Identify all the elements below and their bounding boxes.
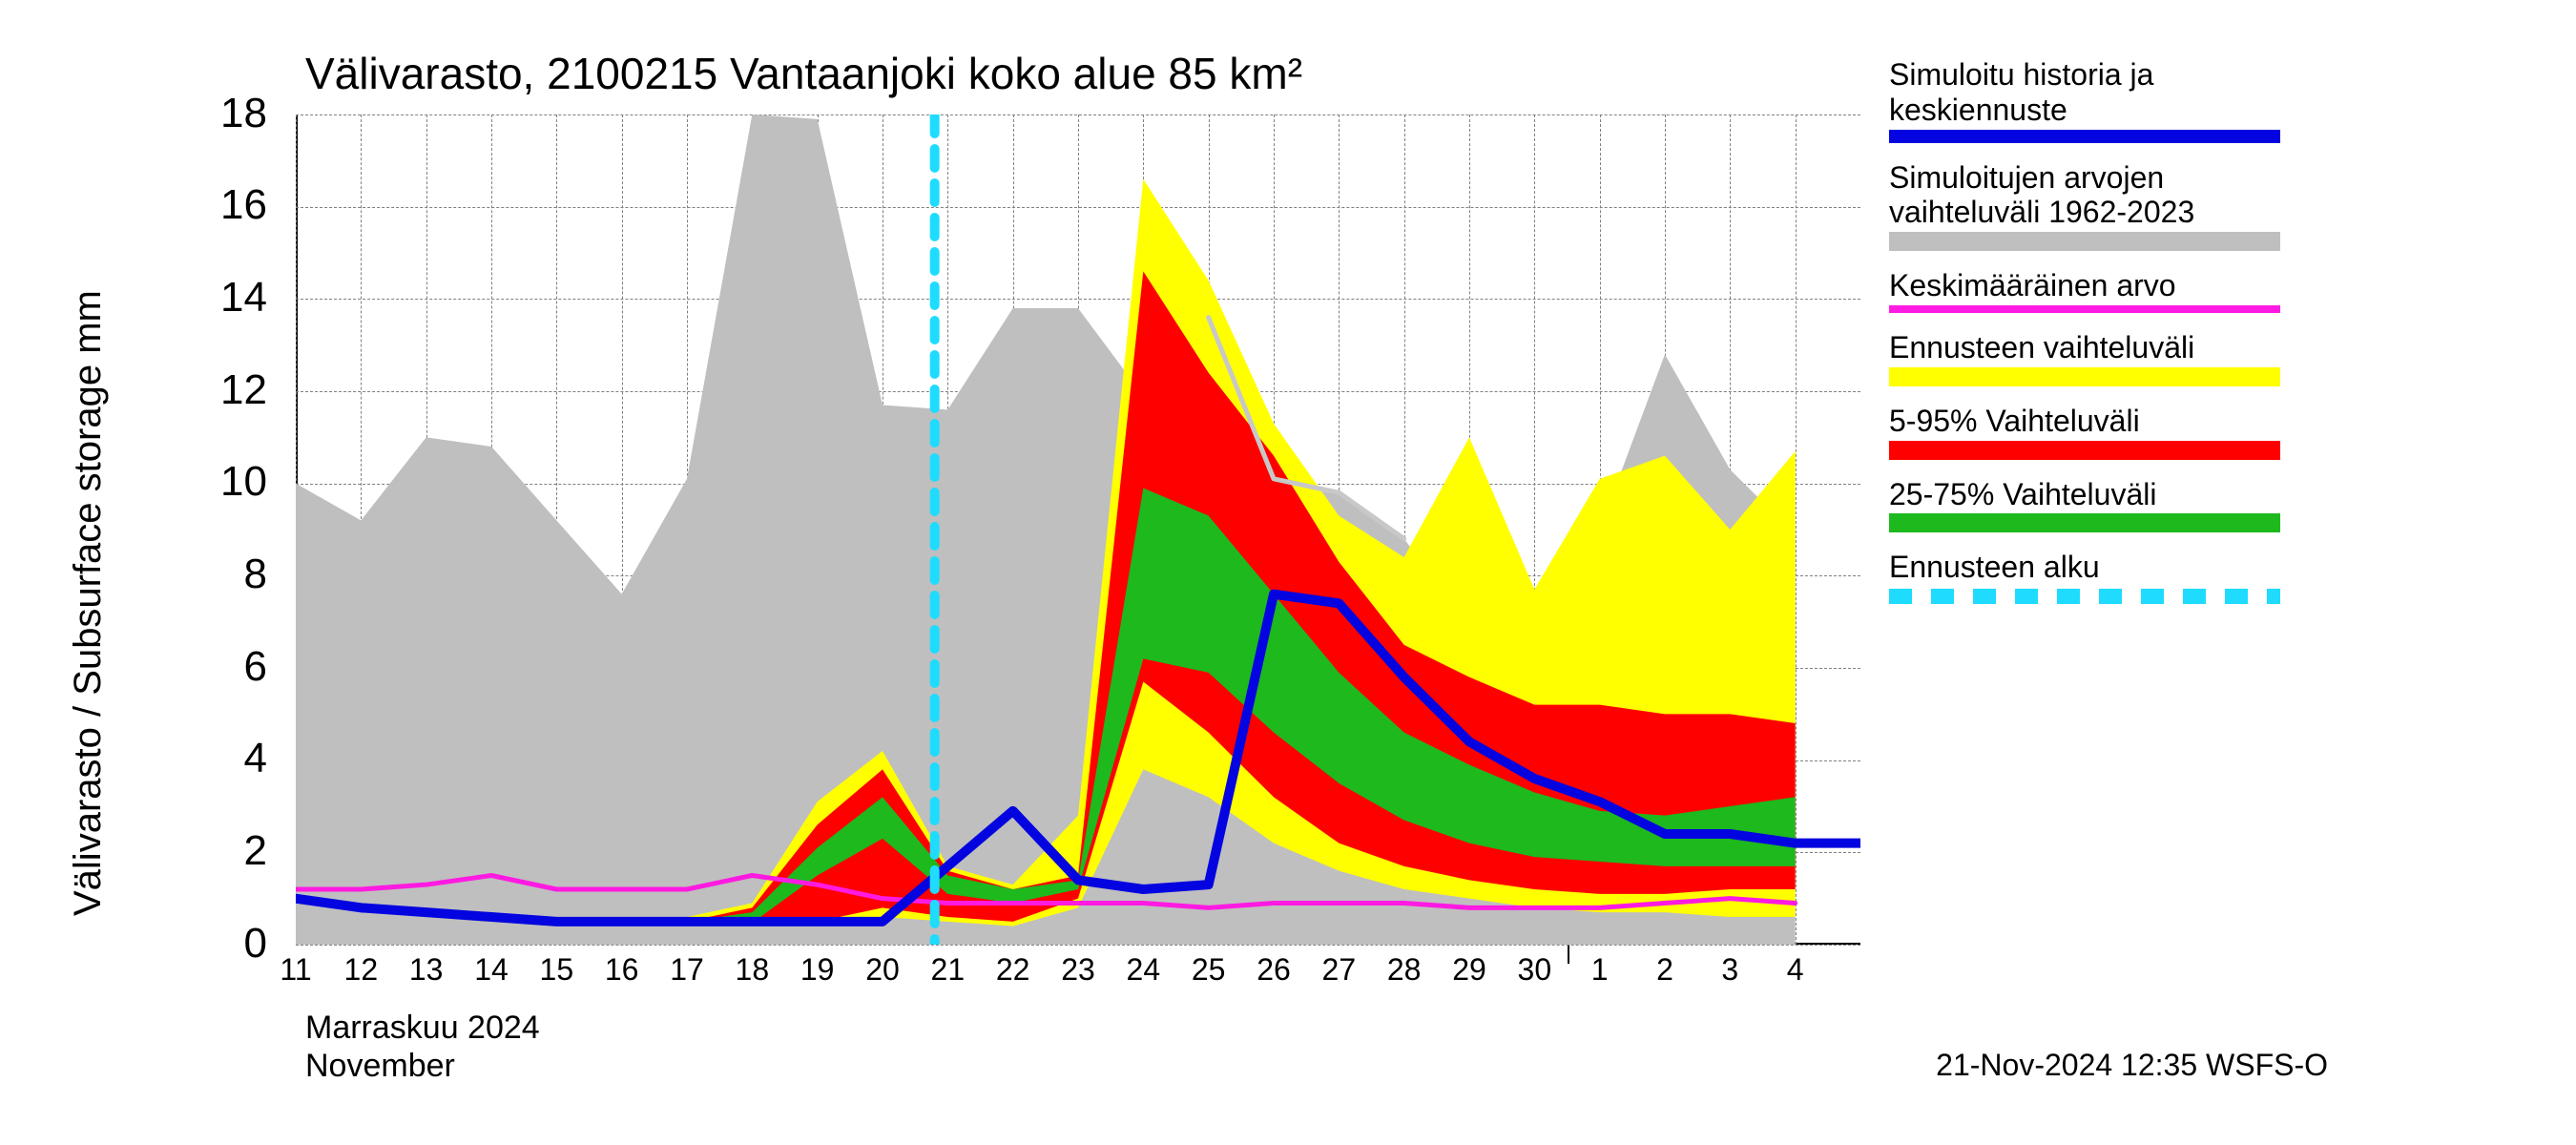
chart-container: Välivarasto, 2100215 Vantaanjoki koko al… xyxy=(0,0,2576,1145)
series-svg xyxy=(0,0,2576,1145)
